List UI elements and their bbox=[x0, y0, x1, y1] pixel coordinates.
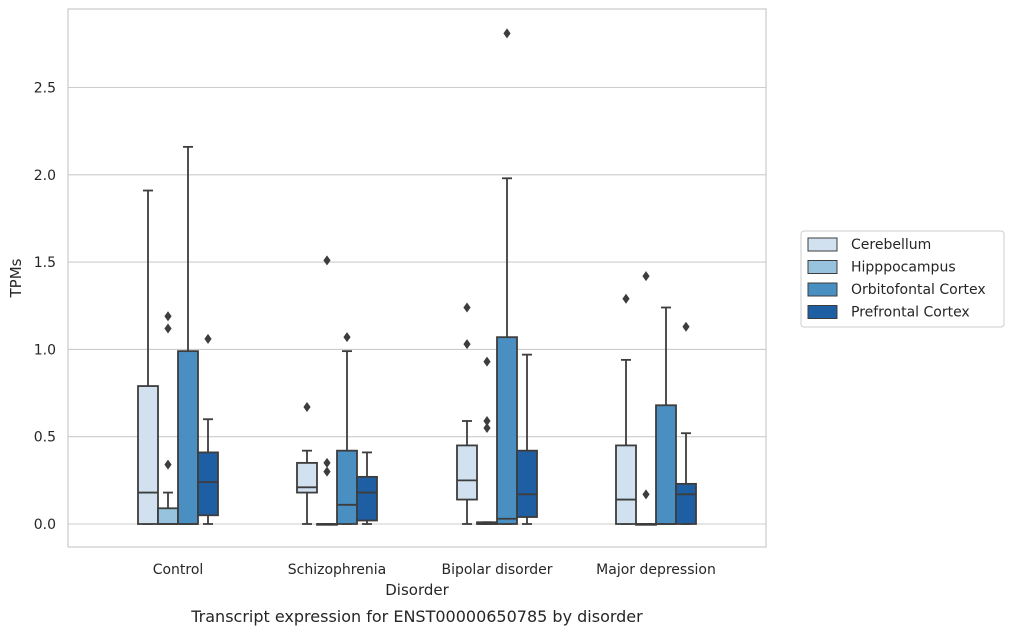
legend: Cerebellum Hipppocampus Orbitofontal Corte… bbox=[800, 230, 1005, 328]
legend-entry-label: Orbitofontal Cortex bbox=[851, 282, 986, 298]
outlier-point bbox=[323, 255, 331, 266]
outlier-point bbox=[164, 311, 172, 322]
outlier-point bbox=[164, 459, 172, 470]
legend-swatch bbox=[807, 260, 838, 274]
legend-entry-label: Hipppocampus bbox=[851, 260, 956, 276]
box-2-2 bbox=[496, 28, 518, 525]
box-3-0 bbox=[197, 333, 219, 525]
outlier-point bbox=[503, 28, 511, 39]
box-3-2 bbox=[516, 353, 538, 525]
box-body bbox=[197, 451, 219, 517]
box-1-3 bbox=[635, 271, 657, 526]
legend-swatch bbox=[807, 282, 838, 297]
box-body bbox=[356, 475, 378, 522]
outlier-point bbox=[343, 332, 351, 343]
box-2-3 bbox=[655, 306, 677, 525]
chart-caption: Transcript expression for ENST0000065078… bbox=[190, 607, 643, 626]
outlier-point bbox=[642, 489, 650, 500]
box-body bbox=[336, 449, 358, 525]
y-tick-label: 0.0 bbox=[34, 517, 56, 533]
outlier-point bbox=[622, 293, 630, 304]
legend-entry-label: Prefrontal Cortex bbox=[851, 305, 970, 321]
box-body bbox=[296, 461, 318, 494]
box-body bbox=[655, 404, 677, 525]
y-tick-label: 1.0 bbox=[34, 342, 56, 358]
x-tick-label: Control bbox=[153, 562, 204, 578]
x-tick-label: Major depression bbox=[596, 562, 716, 578]
plot-area-frame bbox=[67, 8, 767, 548]
outlier-point bbox=[483, 422, 491, 433]
legend-swatch bbox=[807, 237, 838, 252]
box-2-1 bbox=[336, 332, 358, 525]
outlier-point bbox=[323, 457, 331, 468]
y-tick-label: 2.5 bbox=[34, 81, 56, 97]
outlier-point bbox=[164, 323, 172, 334]
outlier-point bbox=[483, 356, 491, 367]
box-body bbox=[157, 507, 179, 525]
box-body bbox=[615, 444, 637, 525]
y-axis-ticks: 0.0 0.5 1.0 1.5 2.0 2.5 bbox=[34, 81, 56, 534]
box-0-0 bbox=[137, 189, 159, 525]
x-axis-ticks: Control Schizophrenia Bipolar disorder Majo… bbox=[153, 562, 716, 578]
box-2-0 bbox=[177, 145, 199, 525]
box-3-1 bbox=[356, 451, 378, 525]
y-tick-label: 1.5 bbox=[34, 255, 56, 271]
outlier-point bbox=[483, 415, 491, 426]
y-tick-label: 2.0 bbox=[34, 168, 56, 184]
outlier-point bbox=[303, 402, 311, 413]
outlier-point bbox=[323, 466, 331, 477]
outlier-point bbox=[463, 339, 471, 350]
outlier-point bbox=[463, 302, 471, 313]
y-axis-label: TPMs bbox=[7, 258, 25, 298]
y-tick-label: 0.5 bbox=[34, 430, 56, 446]
outlier-point bbox=[204, 333, 212, 344]
legend-frame bbox=[800, 230, 1005, 328]
box-0-2 bbox=[456, 302, 478, 525]
box-1-1 bbox=[316, 255, 338, 526]
box-body bbox=[137, 385, 159, 525]
box-body bbox=[177, 350, 199, 525]
x-axis-label: Disorder bbox=[385, 581, 449, 599]
box-0-3 bbox=[615, 293, 637, 525]
box-1-2 bbox=[476, 356, 498, 525]
box-3-3 bbox=[675, 321, 697, 525]
outlier-point bbox=[682, 321, 690, 332]
box-0-1 bbox=[296, 402, 318, 525]
box-layer bbox=[137, 28, 697, 526]
x-tick-label: Schizophrenia bbox=[288, 562, 386, 578]
box-1-0 bbox=[157, 311, 179, 525]
box-body bbox=[675, 482, 697, 525]
box-body bbox=[456, 444, 478, 501]
legend-entry-label: Cerebellum bbox=[851, 237, 931, 253]
box-body bbox=[496, 336, 518, 525]
legend-swatch bbox=[807, 305, 838, 319]
outlier-point bbox=[642, 271, 650, 282]
box-body bbox=[516, 449, 538, 518]
x-tick-label: Bipolar disorder bbox=[441, 562, 552, 578]
